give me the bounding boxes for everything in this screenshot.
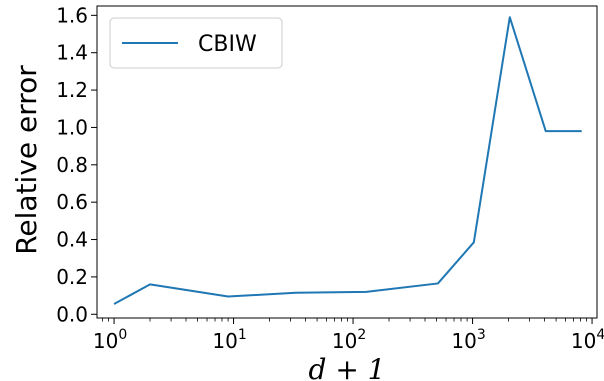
y-axis-title: Relative error xyxy=(10,65,43,255)
x-tick-label-base: 10 xyxy=(571,329,596,353)
axes-frame xyxy=(96,5,598,319)
y-tick-label: 1.0 xyxy=(56,115,88,139)
y-tick-label: 0.4 xyxy=(56,228,88,252)
y-tick-label: 0.8 xyxy=(56,153,88,177)
legend-frame xyxy=(109,17,283,69)
y-tick-label: 0.0 xyxy=(56,302,88,326)
y-tick-label: 0.2 xyxy=(56,265,88,289)
x-tick-label-exponent: 3 xyxy=(477,327,486,343)
x-tick-label-exponent: 0 xyxy=(118,327,127,343)
x-tick-label-exponent: 2 xyxy=(357,327,366,343)
x-axis-title: d + 1 xyxy=(309,353,386,381)
x-tick-label-base: 10 xyxy=(451,329,476,353)
x-tick-label: 104 xyxy=(571,327,604,353)
y-axis: 0.0 0.2 0.4 0.6 0.8 1.0 1.2 1.4 1.6 xyxy=(56,3,97,326)
x-tick-label-base: 10 xyxy=(212,329,237,353)
legend-entry-label: CBIW xyxy=(198,32,257,57)
y-tick-label: 1.6 xyxy=(56,3,88,27)
legend: CBIW xyxy=(109,17,283,69)
y-axis-label: Relative error xyxy=(10,65,43,255)
y-tick-label: 0.6 xyxy=(56,190,88,214)
x-tick-label: 100 xyxy=(93,327,127,353)
x-tick-label-base: 10 xyxy=(332,329,357,353)
x-tick-label-exponent: 1 xyxy=(238,327,247,343)
x-axis-label: d + 1 xyxy=(309,353,386,381)
x-tick-label: 102 xyxy=(332,327,366,353)
plot-area xyxy=(96,5,598,319)
x-tick-label: 101 xyxy=(212,327,246,353)
y-tick-label: 1.2 xyxy=(56,78,88,102)
x-axis: 100 101 102 103 104 xyxy=(93,318,604,353)
x-tick-label-base: 10 xyxy=(93,329,118,353)
series-line-cbiw xyxy=(113,16,582,305)
x-tick-label-exponent: 4 xyxy=(596,327,604,343)
y-tick-label: 1.4 xyxy=(56,41,88,65)
x-tick-label: 103 xyxy=(451,327,485,353)
series-layer xyxy=(113,16,582,305)
